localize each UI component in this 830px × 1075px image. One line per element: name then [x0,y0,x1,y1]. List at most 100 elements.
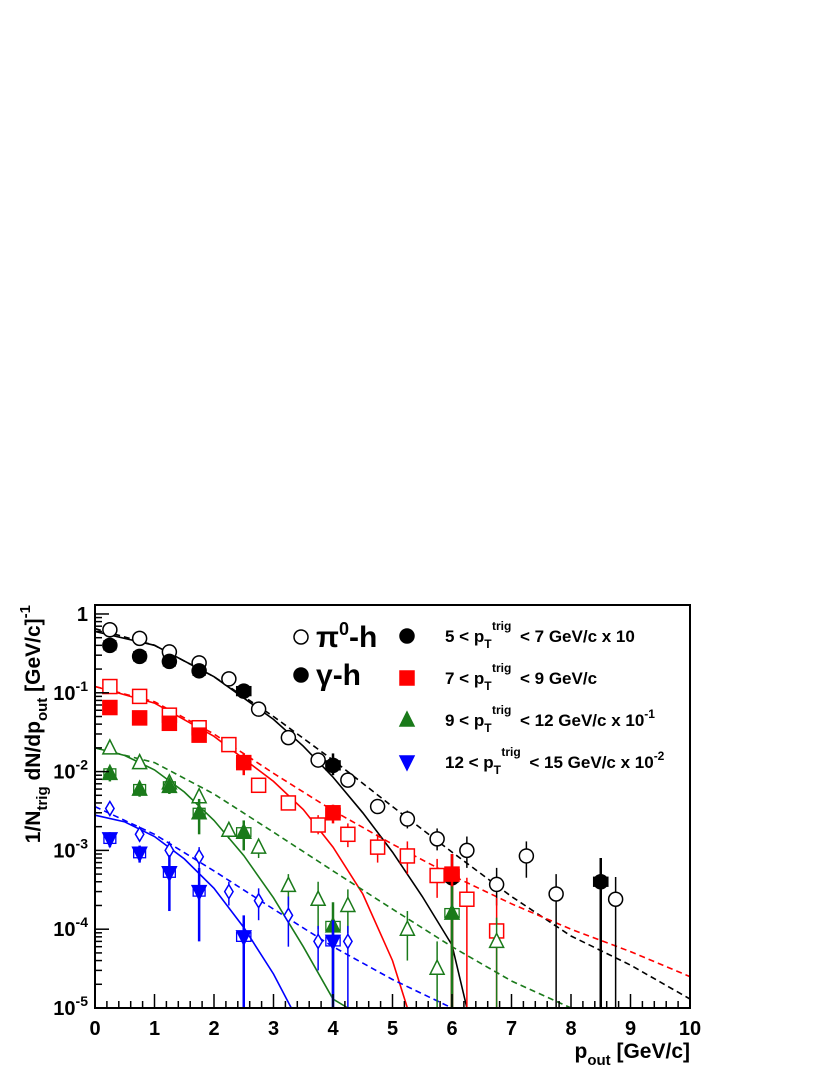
data-point [444,866,460,882]
y-tick-label: 10-4 [53,914,88,941]
data-point [101,738,119,755]
data-point [340,772,356,788]
data-point [102,637,118,654]
legend-right-text-3: 12 < pT [445,753,502,777]
data-point [283,906,294,924]
data-point [104,800,115,817]
series-2 [102,678,505,1008]
data-point [235,930,252,947]
data-point [443,903,461,920]
x-tick-label: 6 [446,1018,457,1040]
data-point [161,776,178,794]
legend-right-sup-2: trig [492,703,511,717]
data-point [101,763,119,781]
data-point [459,842,475,859]
legend-marker-right-2 [398,710,416,727]
data-point [310,817,326,833]
data-point [250,777,267,794]
legend-right-text-0: 5 < pT [445,627,492,651]
data-point [131,752,148,770]
data-point [369,798,386,815]
y-axis-title: 1/Ntrig dN/dpout [GeV/c]-1 [17,605,51,843]
x-tick-label: 7 [506,1018,517,1040]
data-point [280,795,297,811]
data-point [250,837,267,854]
x-tick-label: 10 [679,1018,701,1040]
legend-right-text-1: 7 < pT [445,669,492,693]
data-point [190,884,208,902]
series-6 [104,800,353,1008]
x-axis-title: pout [GeV/c] [574,1040,690,1069]
data-point [131,648,148,665]
y-tick-label: 10-2 [53,757,88,784]
series-0 [102,622,624,1008]
fit-black-dashed [94,627,691,1000]
data-point [161,653,178,670]
y-tick-label: 10-5 [53,993,88,1020]
data-point [131,688,148,705]
legend-marker-right-3 [398,755,416,772]
y-tick-label: 1 [77,604,88,626]
data-point [324,934,342,952]
data-point [161,715,178,732]
data-point [250,701,267,717]
legend-right-sup-0: trig [492,619,511,633]
data-point [223,883,234,901]
y-tick-label: 10-3 [53,835,88,862]
x-tick-label: 5 [387,1018,398,1040]
x-tick-label: 8 [565,1018,576,1040]
data-point [190,803,208,820]
y-tick-label: 10-1 [53,678,88,705]
data-point [253,892,264,910]
legend-right-sup-1: trig [492,661,511,675]
data-point [102,678,118,695]
data-point [161,866,178,883]
legend-right-post-3: < 15 GeV/c x 10-2 [529,749,664,772]
data-point [101,832,119,849]
data-point [399,811,416,827]
data-point [607,891,624,907]
data-point [340,826,356,843]
data-point [313,932,324,950]
data-point [429,867,445,884]
legend-label-0: π0-h [316,619,377,654]
data-point [220,820,238,838]
legend-right-post-2: < 12 GeV/c x 10-1 [520,707,655,730]
data-point [236,683,252,699]
data-point [309,889,327,906]
x-tick-label: 3 [268,1018,279,1040]
data-point [399,848,416,864]
data-point [488,876,505,893]
legend-label-1: γ-h [316,659,361,692]
data-point [102,622,118,638]
data-point [131,779,148,796]
data-point [593,874,609,890]
data-point [369,839,386,855]
data-point [235,822,252,839]
legend-marker-right-0 [399,628,415,644]
data-point [280,729,297,746]
data-point [310,752,326,768]
data-point [221,671,237,687]
data-point [194,848,205,866]
fit-green-dashed [94,747,601,1009]
data-point [280,875,297,893]
data-point [131,630,148,647]
legend-marker-0 [293,629,309,645]
data-point [518,848,535,864]
x-tick-label: 4 [327,1018,339,1040]
data-point [236,754,252,771]
data-point [131,710,148,726]
data-point [399,919,416,936]
x-tick-label: 9 [625,1018,636,1040]
legend-marker-right-1 [399,670,415,686]
legend-right-sup-3: trig [501,745,520,759]
legend-right-text-2: 9 < pT [445,711,492,735]
series-7 [101,832,342,1008]
data-point [548,886,564,902]
legend-marker-1 [293,667,309,683]
x-tick-label: 2 [208,1018,219,1040]
